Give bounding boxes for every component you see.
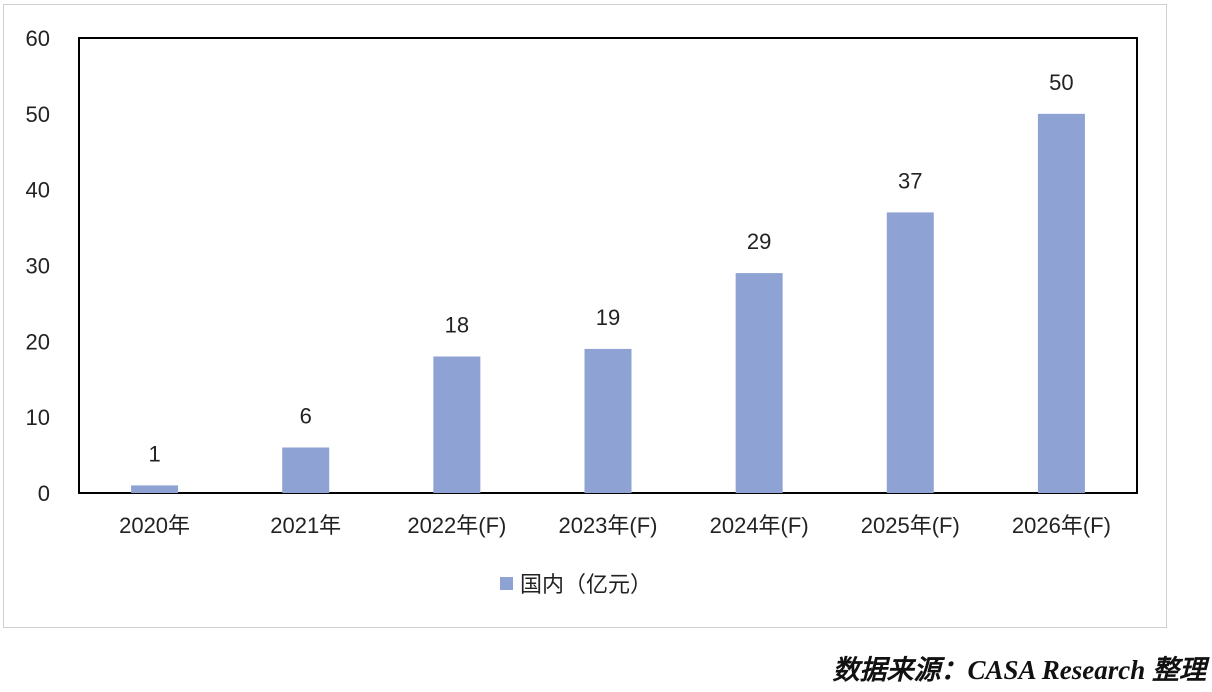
x-category-label: 2020年 (119, 513, 190, 538)
bar-value-label: 1 (148, 441, 160, 466)
chart-frame (3, 4, 1167, 628)
y-tick-label: 40 (26, 178, 50, 203)
y-tick-label: 20 (26, 329, 50, 354)
y-tick-label: 60 (26, 26, 50, 51)
y-tick-label: 50 (26, 102, 50, 127)
source-note: 数据来源：CASA Research 整理 (832, 655, 1206, 685)
bar (584, 348, 632, 493)
data-labels: 1 6 18 19 29 37 50 (148, 70, 1073, 467)
legend-label: 国内（亿元） (520, 572, 652, 597)
bar (282, 447, 330, 493)
bar-value-label: 6 (300, 404, 312, 429)
bar-value-label: 29 (747, 229, 771, 254)
bar-value-label: 37 (898, 168, 922, 193)
x-category-label: 2026年(F) (1012, 513, 1111, 538)
category-labels: 2020年 2021年 2022年(F) 2023年(F) 2024年(F) 2025年(… (119, 513, 1111, 538)
bar-value-label: 18 (445, 313, 469, 338)
x-category-label: 2024年(F) (710, 513, 809, 538)
y-tick-label: 10 (26, 405, 50, 430)
bar (886, 212, 934, 493)
x-category-label: 2021年 (270, 513, 341, 538)
y-tick-label: 30 (26, 254, 50, 279)
legend-swatch (500, 577, 513, 590)
bar-value-label: 50 (1049, 70, 1073, 95)
bar (131, 485, 179, 493)
bar (433, 356, 481, 493)
x-category-label: 2022年(F) (407, 513, 506, 538)
y-tick-label: 0 (38, 481, 50, 506)
bar-value-label: 19 (596, 305, 620, 330)
x-category-label: 2023年(F) (558, 513, 657, 538)
bars (131, 113, 1085, 493)
legend: 国内（亿元） (500, 572, 652, 597)
y-axis-ticks: 0 10 20 30 40 50 60 (26, 26, 50, 506)
x-category-label: 2025年(F) (861, 513, 960, 538)
bar (735, 273, 783, 493)
bar (1037, 113, 1085, 493)
